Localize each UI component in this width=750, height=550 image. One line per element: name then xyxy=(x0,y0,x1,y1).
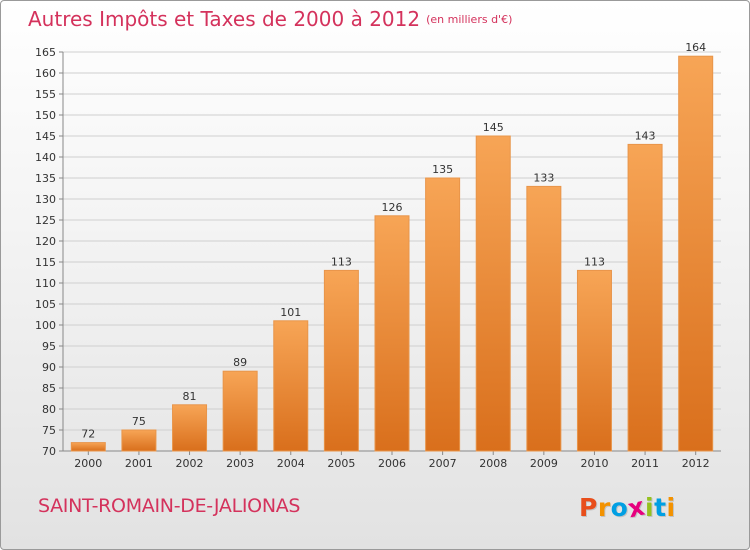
data-label: 135 xyxy=(432,163,453,176)
data-label: 72 xyxy=(81,428,95,441)
title-text: Autres Impôts et Taxes de 2000 à 2012 xyxy=(28,7,421,31)
y-tick-label: 135 xyxy=(35,172,56,185)
x-tick-label: 2002 xyxy=(176,457,204,470)
y-tick-label: 160 xyxy=(35,67,56,80)
y-tick-label: 125 xyxy=(35,214,56,227)
data-labels: 72 75 81 89 101 113 126 135 145 133 113 143 164 xyxy=(81,41,706,440)
y-tick-label: 70 xyxy=(42,445,56,458)
data-label: 145 xyxy=(483,121,504,134)
bar-2003 xyxy=(222,370,258,452)
y-tick-label: 75 xyxy=(42,424,56,437)
data-label: 113 xyxy=(331,255,352,268)
commune-name: SAINT-ROMAIN-DE-JALIONAS xyxy=(38,495,301,517)
bar-2006 xyxy=(374,215,410,452)
y-tick-label: 90 xyxy=(42,361,56,374)
proxiti-logo: Proxiti xyxy=(579,492,676,524)
bars xyxy=(70,55,714,452)
bar-2007 xyxy=(425,177,461,452)
data-label: 143 xyxy=(635,129,656,142)
logo-letter: r xyxy=(597,493,611,522)
bar-2005 xyxy=(323,269,359,452)
data-label: 126 xyxy=(382,201,403,214)
x-tick-labels: 2000 2001 2002 2003 2004 2005 2006 2007 2008 2009… xyxy=(74,457,709,470)
x-tick-label: 2006 xyxy=(378,457,406,470)
y-tick-labels: 70 75 80 85 90 95 100 105 110 115 120 125 130 135 140 1… xyxy=(35,46,56,458)
data-label: 133 xyxy=(533,171,554,184)
x-tick-label: 2008 xyxy=(479,457,507,470)
y-tick-label: 100 xyxy=(35,319,56,332)
bar-2011 xyxy=(627,143,663,452)
logo-letter: i xyxy=(645,493,655,522)
data-label: 164 xyxy=(685,41,706,54)
y-tick-label: 95 xyxy=(42,340,56,353)
x-tick-label: 2012 xyxy=(682,457,710,470)
x-tick-label: 2010 xyxy=(580,457,608,470)
y-tick-label: 145 xyxy=(35,130,56,143)
y-tick-label: 150 xyxy=(35,109,56,122)
x-tick-label: 2001 xyxy=(125,457,153,470)
y-tick-label: 105 xyxy=(35,298,56,311)
bar-2012 xyxy=(678,55,714,452)
x-tick-label: 2004 xyxy=(277,457,305,470)
x-tick-label: 2011 xyxy=(631,457,659,470)
logo-letter: o xyxy=(610,493,629,522)
y-tick-label: 120 xyxy=(35,235,56,248)
y-tick-label: 85 xyxy=(42,382,56,395)
y-tick-label: 140 xyxy=(35,151,56,164)
y-tick-label: 130 xyxy=(35,193,56,206)
y-tick-label: 115 xyxy=(35,256,56,269)
x-tick-label: 2003 xyxy=(226,457,254,470)
y-tick-label: 80 xyxy=(42,403,56,416)
data-label: 101 xyxy=(280,306,301,319)
y-tick-label: 155 xyxy=(35,88,56,101)
bar-2010 xyxy=(576,269,612,452)
data-label: 75 xyxy=(132,415,146,428)
x-tick-label: 2005 xyxy=(327,457,355,470)
data-label: 81 xyxy=(183,390,197,403)
bar-2000 xyxy=(70,442,106,452)
y-tick-label: 110 xyxy=(35,277,56,290)
y-tick-label: 165 xyxy=(35,46,56,59)
bar-2009 xyxy=(526,185,562,452)
chart-title: Autres Impôts et Taxes de 2000 à 2012 (en… xyxy=(28,7,512,31)
x-tick-label: 2007 xyxy=(429,457,457,470)
bar-2002 xyxy=(172,404,208,452)
logo-letter: t xyxy=(654,493,667,522)
bar-2008 xyxy=(475,135,511,452)
data-label: 89 xyxy=(233,356,247,369)
x-tick-label: 2000 xyxy=(74,457,102,470)
logo-letter: i xyxy=(666,493,676,522)
unit-label: (en milliers d'€) xyxy=(426,13,513,26)
bar-2004 xyxy=(273,320,309,452)
x-tick-label: 2009 xyxy=(530,457,558,470)
data-label: 113 xyxy=(584,255,605,268)
bar-2001 xyxy=(121,429,157,452)
logo-letter: P xyxy=(579,493,598,522)
